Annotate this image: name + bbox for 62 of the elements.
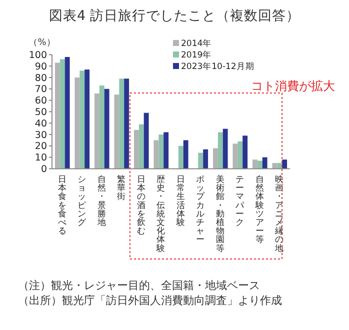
bar [164, 132, 169, 169]
bar [262, 157, 268, 169]
bar [212, 148, 218, 169]
x-tick-label: 自然体験ツアー等 [254, 174, 264, 246]
x-tick-label: 日常生活体験 [175, 175, 186, 228]
bar [74, 78, 80, 169]
x-tick-label: 繁華街 [117, 174, 126, 202]
bar [183, 140, 188, 169]
bar [64, 56, 70, 169]
x-tick-label: ポップカルチャー [196, 175, 206, 246]
bar [134, 130, 139, 169]
y-axis-title: （%） [28, 38, 56, 48]
bar [178, 146, 184, 169]
y-tick-label: 70 [34, 84, 47, 96]
bar [119, 78, 124, 169]
bar [158, 134, 164, 169]
legend-label: 2023年10-12月期 [181, 60, 254, 72]
bar [94, 93, 100, 169]
bar [218, 132, 223, 169]
bar [99, 85, 104, 169]
bar [114, 94, 120, 169]
category-label: 美術館・動植物園等 [216, 175, 225, 254]
y-tick-label: 0 [40, 164, 47, 176]
bar [203, 149, 208, 169]
bar [282, 160, 288, 169]
bar [124, 78, 130, 169]
bar [232, 144, 238, 169]
x-tick-label: テーマパーク [234, 175, 246, 228]
x-tick-label: ショッピング [78, 175, 88, 228]
annotation: コト消費が拡大 [251, 79, 335, 93]
bar [54, 62, 60, 169]
text: （出所）観光庁「訪日外国人消費動向調査」より作成 [18, 294, 282, 307]
bar [144, 112, 149, 169]
bar [198, 152, 204, 169]
y-tick-label: 50 [34, 107, 47, 118]
legend-label: 2019年 [181, 49, 212, 60]
bar [242, 136, 248, 169]
y-tick-label: 20 [34, 141, 47, 152]
bar [252, 160, 258, 169]
x-tick-label: 日本食を食べる [58, 175, 67, 237]
bar [222, 128, 228, 169]
bar [238, 141, 243, 169]
y-tick-label: 80 [34, 72, 47, 84]
y-tick-label: 30 [34, 130, 47, 141]
bar [84, 70, 90, 169]
x-tick-label: 自然・景勝地 [96, 174, 106, 228]
bar [154, 140, 159, 169]
y-tick-label: 60 [34, 96, 47, 107]
legend-label: 2014年 [181, 38, 212, 49]
chart-title: 図表4 訪日旅行でしたこと（複数回答） [49, 8, 300, 24]
y-tick-label: 100 [28, 50, 47, 62]
bar [80, 70, 85, 169]
x-tick-label: 日本の酒を飲む [136, 175, 146, 237]
bar [104, 88, 110, 169]
bar [60, 59, 65, 169]
y-tick-label: 40 [34, 118, 47, 130]
bar [257, 160, 262, 169]
y-tick-label: 10 [34, 152, 47, 164]
bar [138, 124, 144, 169]
category-label: 歴史・伝統文化体験 [156, 175, 166, 254]
y-tick-label: 90 [34, 61, 47, 72]
text: （注）観光・レジャー目的、全国籍・地域ベース [18, 279, 260, 292]
